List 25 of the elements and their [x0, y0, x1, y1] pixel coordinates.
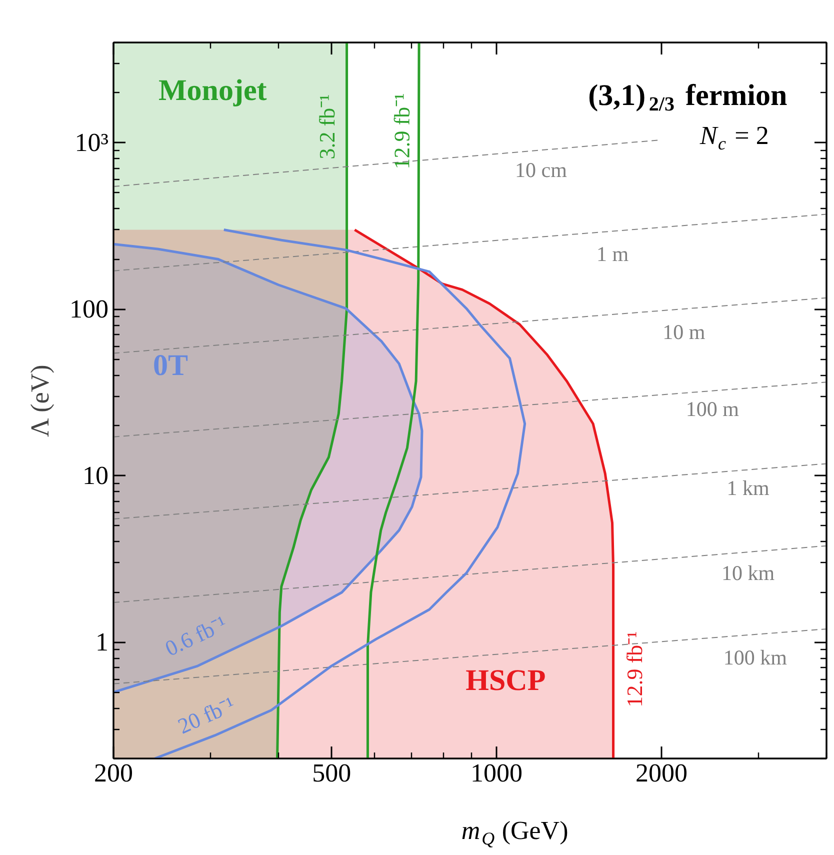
annotation: HSCP	[466, 664, 546, 697]
line-series	[366, 42, 420, 758]
annotation: 0T	[153, 348, 188, 382]
annotation: Monojet	[158, 74, 267, 107]
series-label: 1 m	[596, 242, 629, 266]
y-tick-label: 10³	[74, 128, 109, 158]
series-label: 0.6 fb⁻¹	[161, 610, 231, 662]
y-axis-title: Λ (eV)	[26, 364, 54, 437]
text: 12.9 fb⁻¹	[622, 631, 647, 708]
y-tick-label: 100	[70, 294, 108, 324]
series-label: 100 km	[723, 645, 787, 670]
y-tick-label: 1	[96, 628, 108, 657]
series-label: 3.2 fb⁻¹	[314, 94, 340, 160]
x-tick-label: 2000	[636, 758, 688, 788]
text: 20 fb⁻¹	[174, 692, 239, 739]
text: 12.9 fb⁻¹	[389, 93, 414, 170]
x-tick-label: 500	[312, 758, 352, 788]
series-label: 100 m	[686, 396, 739, 421]
x-tick-label: 1000	[470, 758, 523, 788]
series-label: 10 m	[662, 320, 706, 344]
series-label: 10 km	[722, 561, 775, 586]
y-tick-label: 10	[82, 461, 108, 490]
x-tick-label: 200	[94, 758, 133, 788]
series-label: 10 cm	[515, 158, 567, 182]
series-label: 1 km	[726, 476, 770, 500]
